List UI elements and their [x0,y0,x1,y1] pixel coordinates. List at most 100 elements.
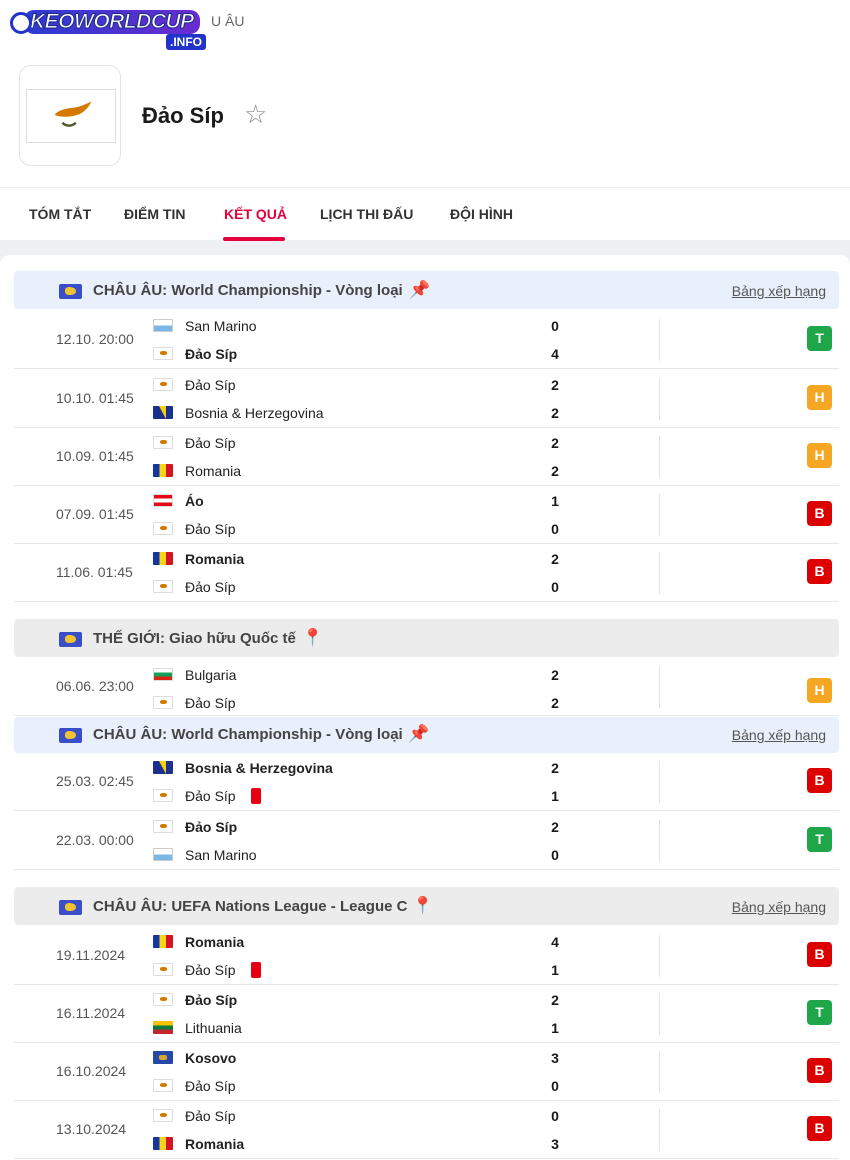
away-team: Đảo Síp [185,962,236,978]
match-date: 06.06. 23:00 [56,678,134,694]
match-row[interactable]: 13.10.2024 Đảo Síp 0 Romania 3 B [14,1101,839,1159]
away-team: Đảo Síp [185,1078,236,1094]
favorite-star-icon[interactable]: ☆ [244,99,268,129]
away-team: Romania [185,1136,245,1152]
breadcrumb[interactable]: U ÂU [211,13,245,29]
tab-results[interactable]: KẾT QUẢ [224,206,287,222]
cyprus-flag-icon [26,89,116,143]
home-team: Đảo Síp [185,435,236,451]
bosnia-flag-icon [153,406,173,419]
away-score: 2 [551,695,559,711]
home-team: Đảo Síp [185,819,238,835]
divider [659,1109,660,1151]
continent-map-icon [59,900,82,915]
standings-link[interactable]: Bảng xếp hạng [731,283,826,299]
result-badge: T [807,326,832,351]
cyprus-flag-icon [153,378,173,391]
result-badge: T [807,1000,832,1025]
divider [659,494,660,536]
match-row[interactable]: 07.09. 01:45 Áo 1 Đảo Síp 0 B [14,486,839,544]
home-score: 2 [551,551,559,567]
league-header[interactable]: CHÂU ÂU: World Championship - Vòng loại … [14,271,839,309]
tab-squad[interactable]: ĐỘI HÌNH [450,206,513,222]
away-score: 1 [551,788,559,804]
away-team: Bosnia & Herzegovina [185,405,324,421]
match-row[interactable]: 11.06. 01:45 Romania 2 Đảo Síp 0 B [14,544,839,602]
league-name: THẾ GIỚI: Giao hữu Quốc tế [93,630,296,647]
result-badge: B [807,501,832,526]
standings-link[interactable]: Bảng xếp hạng [731,899,826,915]
site-logo[interactable]: KEOWORLDCUP .INFO [10,8,210,52]
home-team: Kosovo [185,1050,237,1066]
match-row[interactable]: 16.10.2024 Kosovo 3 Đảo Síp 0 B [14,1043,839,1101]
divider [659,761,660,803]
result-badge: H [807,443,832,468]
match-row[interactable]: 06.06. 23:00 Bulgaria 2 Đảo Síp 2 H [14,658,839,716]
match-row[interactable]: 10.10. 01:45 Đảo Síp 2 Bosnia & Herzegov… [14,370,839,428]
tab-summary[interactable]: TÓM TẮT [29,206,92,222]
away-team: Đảo Síp [185,788,236,804]
lithuania-flag-icon [153,1021,173,1034]
league-header[interactable]: CHÂU ÂU: UEFA Nations League - League C … [14,887,839,925]
away-score: 2 [551,405,559,421]
logo-suffix: .INFO [166,34,206,50]
away-score: 2 [551,463,559,479]
result-badge: H [807,385,832,410]
result-badge: T [807,827,832,852]
cyprus-flag-icon [153,436,173,449]
kosovo-flag-icon [153,1051,173,1064]
pin-icon[interactable]: 📌 [409,280,431,299]
continent-map-icon [59,728,82,743]
divider [659,935,660,977]
match-date: 25.03. 02:45 [56,773,134,789]
team-logo [19,65,121,166]
cyprus-flag-icon [153,696,173,709]
league-header[interactable]: THẾ GIỚI: Giao hữu Quốc tế 📍 [14,619,839,657]
away-score: 1 [551,1020,559,1036]
tab-news[interactable]: ĐIỂM TIN [124,206,186,222]
match-date: 16.11.2024 [56,1005,126,1021]
cyprus-flag-icon [153,522,173,535]
match-date: 16.10.2024 [56,1063,127,1079]
home-team: Romania [185,551,245,567]
match-row[interactable]: 12.10. 20:00 San Marino 0 Đảo Síp 4 T [14,311,839,369]
match-date: 13.10.2024 [56,1121,127,1137]
league-header[interactable]: CHÂU ÂU: World Championship - Vòng loại … [14,717,839,753]
divider [659,666,660,708]
away-score: 0 [551,579,559,595]
romania-flag-icon [153,1137,173,1150]
home-score: 2 [551,992,559,1008]
match-row[interactable]: 10.09. 01:45 Đảo Síp 2 Romania 2 H [14,428,839,486]
home-team: Áo [185,493,204,509]
home-team: Đảo Síp [185,1108,236,1124]
cyprus-flag-icon [153,347,173,360]
bosnia-flag-icon [153,761,173,774]
divider [659,1051,660,1093]
result-badge: B [807,1116,832,1141]
match-date: 11.06. 01:45 [56,564,133,580]
match-row[interactable]: 19.11.2024 Romania 4 Đảo Síp 1 B [14,927,839,985]
results-list: CHÂU ÂU: World Championship - Vòng loại … [0,255,850,1160]
pin-icon[interactable]: 📍 [302,628,324,647]
divider [659,378,660,420]
logo-wordmark: KEOWORLDCUP [24,10,200,34]
team-header: KEOWORLDCUP .INFO U ÂU Đảo Síp ☆ TÓM TẮT… [0,0,850,241]
home-score: 4 [551,934,559,950]
pin-icon[interactable]: 📍 [412,896,434,915]
standings-link[interactable]: Bảng xếp hạng [731,727,826,743]
san-marino-flag-icon [153,319,173,332]
match-date: 10.09. 01:45 [56,448,134,464]
league-name: CHÂU ÂU: UEFA Nations League - League C [93,898,408,915]
match-row[interactable]: 16.11.2024 Đảo Síp 2 Lithuania 1 T [14,985,839,1043]
divider [659,820,660,862]
home-team: Romania [185,934,245,950]
match-row[interactable]: 25.03. 02:45 Bosnia & Herzegovina 2 Đảo … [14,753,839,811]
match-row[interactable]: 22.03. 00:00 Đảo Síp 2 San Marino 0 T [14,812,839,870]
home-team: Đảo Síp [185,377,236,393]
tab-fixtures[interactable]: LỊCH THI ĐẤU [320,206,414,222]
pin-icon[interactable]: 📌 [408,724,430,743]
bulgaria-flag-icon [153,668,173,681]
page-title: Đảo Síp [142,103,224,128]
result-badge: B [807,1058,832,1083]
away-score: 1 [551,962,559,978]
